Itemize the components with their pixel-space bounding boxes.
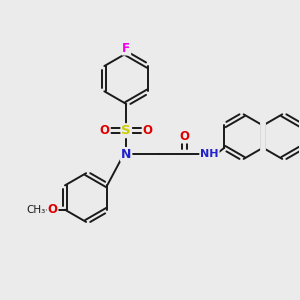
Text: N: N — [121, 148, 131, 161]
Text: CH₃: CH₃ — [26, 205, 46, 215]
Text: O: O — [47, 203, 58, 216]
Text: S: S — [122, 124, 131, 137]
Text: O: O — [179, 130, 189, 142]
Text: F: F — [122, 42, 130, 55]
Text: O: O — [142, 124, 153, 137]
Text: O: O — [100, 124, 110, 137]
Text: NH: NH — [200, 149, 219, 160]
